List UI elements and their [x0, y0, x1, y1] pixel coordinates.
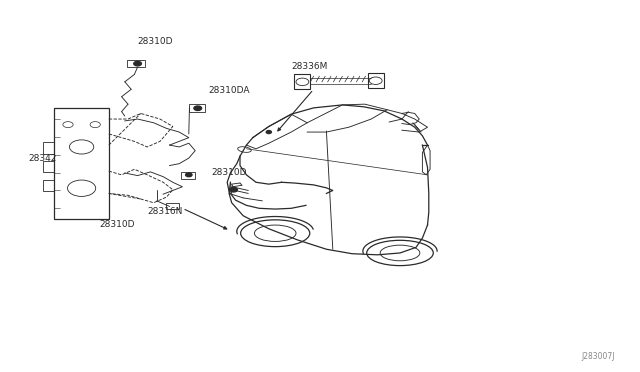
Text: 28310D: 28310D [99, 220, 134, 229]
Bar [127, 60, 145, 67]
Bar [54, 108, 109, 219]
Circle shape [266, 131, 271, 134]
Text: 28310D: 28310D [211, 168, 246, 177]
Bar [43, 180, 54, 191]
Bar [166, 203, 179, 209]
Circle shape [134, 61, 141, 66]
Bar [43, 142, 54, 154]
Text: 28342: 28342 [29, 154, 57, 163]
Bar [294, 74, 310, 89]
Bar [189, 104, 205, 112]
Text: 28310DA: 28310DA [208, 86, 250, 95]
Circle shape [194, 106, 202, 110]
Text: 28316N: 28316N [147, 207, 182, 216]
Circle shape [186, 173, 192, 177]
Text: 28310D: 28310D [138, 38, 173, 46]
Text: J283007J: J283007J [581, 352, 614, 361]
Bar [43, 161, 54, 172]
Text: 28336M: 28336M [291, 62, 328, 71]
Bar [181, 172, 195, 179]
Circle shape [230, 187, 237, 192]
Bar [368, 73, 384, 88]
